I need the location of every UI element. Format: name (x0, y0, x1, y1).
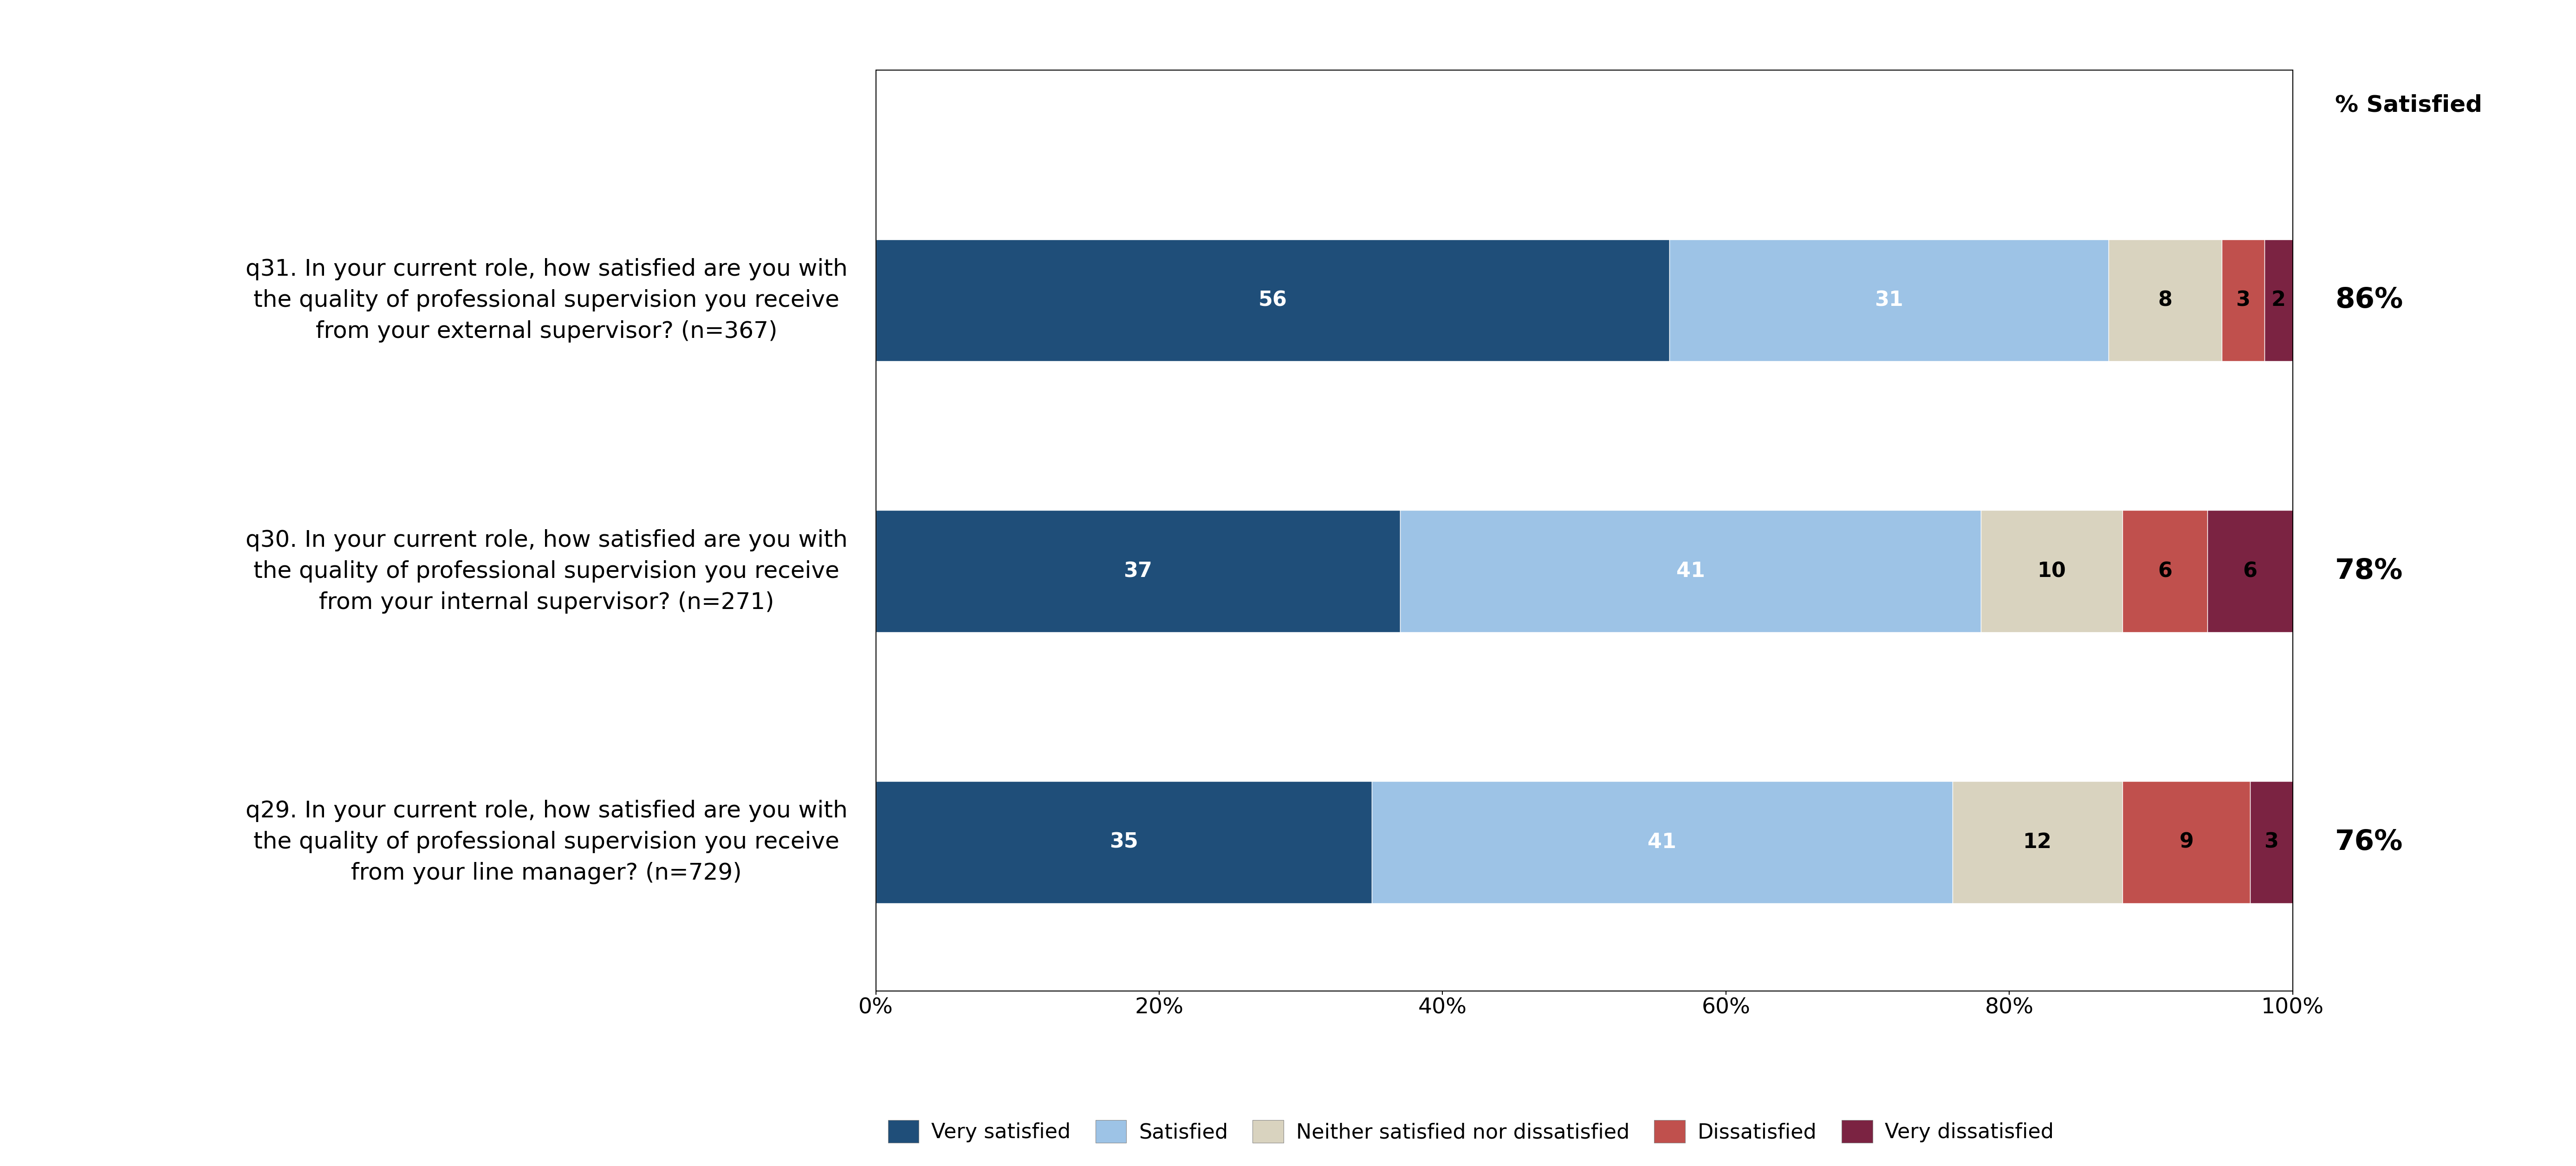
Bar (876, 781, 1373, 902)
Text: 8: 8 (2159, 290, 2172, 310)
Bar (2110, 239, 2223, 361)
Bar (1401, 511, 1981, 632)
Bar (876, 239, 1669, 361)
Bar (2264, 239, 2293, 361)
Text: 56: 56 (1257, 290, 1288, 310)
Bar (1981, 511, 2123, 632)
Bar (2123, 511, 2208, 632)
Text: 31: 31 (1875, 290, 1904, 310)
Text: 41: 41 (1677, 561, 1705, 581)
Bar (2208, 511, 2293, 632)
Text: 10: 10 (2038, 561, 2066, 581)
Bar (2251, 781, 2293, 902)
Bar (2123, 781, 2251, 902)
Bar (2223, 239, 2264, 361)
Bar (876, 511, 1401, 632)
Bar (1953, 781, 2123, 902)
Text: 12: 12 (2022, 833, 2053, 852)
Text: % Satisfied: % Satisfied (2336, 94, 2483, 117)
Text: 78%: 78% (2336, 557, 2403, 585)
Legend: Very satisfied, Satisfied, Neither satisfied nor dissatisfied, Dissatisfied, Ver: Very satisfied, Satisfied, Neither satis… (878, 1112, 2063, 1151)
Text: q29. In your current role, how satisfied are you with
the quality of professiona: q29. In your current role, how satisfied… (245, 800, 848, 884)
Text: q31. In your current role, how satisfied are you with
the quality of professiona: q31. In your current role, how satisfied… (245, 258, 848, 343)
Text: 6: 6 (2244, 561, 2257, 581)
Text: 9: 9 (2179, 833, 2195, 852)
Text: 41: 41 (1649, 833, 1677, 852)
Text: 3: 3 (2236, 290, 2251, 310)
Text: 76%: 76% (2336, 828, 2403, 856)
Text: 6: 6 (2159, 561, 2172, 581)
Text: 3: 3 (2264, 833, 2280, 852)
Text: 86%: 86% (2336, 287, 2403, 314)
Text: q30. In your current role, how satisfied are you with
the quality of professiona: q30. In your current role, how satisfied… (245, 529, 848, 613)
Bar (1373, 781, 1953, 902)
Text: 2: 2 (2272, 290, 2285, 310)
Text: 35: 35 (1110, 833, 1139, 852)
Text: 37: 37 (1123, 561, 1151, 581)
Bar (1669, 239, 2110, 361)
